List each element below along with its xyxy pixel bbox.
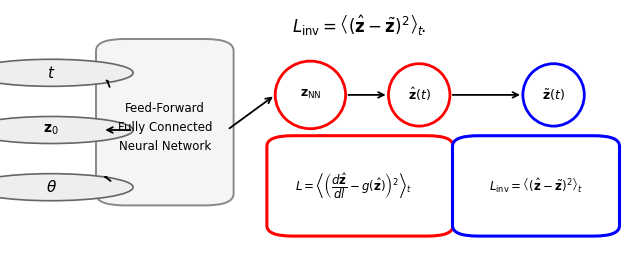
Ellipse shape: [0, 116, 133, 144]
Text: $\mathbf{z}_0$: $\mathbf{z}_0$: [44, 123, 59, 137]
Text: $L_{\mathrm{inv}} = \left\langle \left(\hat{\mathbf{z}} - \tilde{\mathbf{z}}\rig: $L_{\mathrm{inv}} = \left\langle \left(\…: [489, 177, 583, 195]
Text: Feed-Forward
Fully Connected
Neural Network: Feed-Forward Fully Connected Neural Netw…: [118, 102, 212, 153]
Ellipse shape: [388, 64, 450, 126]
FancyBboxPatch shape: [96, 39, 234, 205]
Text: $\hat{\mathbf{z}}(t)$: $\hat{\mathbf{z}}(t)$: [408, 86, 431, 103]
Text: $L_{\mathrm{inv}} = \left\langle \left(\hat{\mathbf{z}} - \tilde{\mathbf{z}}\rig: $L_{\mathrm{inv}} = \left\langle \left(\…: [292, 13, 425, 37]
Ellipse shape: [0, 174, 133, 201]
Ellipse shape: [275, 61, 346, 129]
Text: $\theta$: $\theta$: [45, 179, 57, 195]
Text: $\tilde{\mathbf{z}}(t)$: $\tilde{\mathbf{z}}(t)$: [542, 87, 565, 103]
Ellipse shape: [0, 59, 133, 86]
Text: $\mathbf{z}_{\mathrm{NN}}$: $\mathbf{z}_{\mathrm{NN}}$: [300, 88, 321, 101]
FancyBboxPatch shape: [267, 136, 453, 236]
Ellipse shape: [523, 64, 584, 126]
Text: $L = \left\langle \left(\dfrac{d\hat{\mathbf{z}}}{dl} - g\left(\hat{\mathbf{z}}\: $L = \left\langle \left(\dfrac{d\hat{\ma…: [295, 171, 412, 201]
FancyBboxPatch shape: [452, 136, 620, 236]
Text: $t$: $t$: [47, 65, 56, 81]
